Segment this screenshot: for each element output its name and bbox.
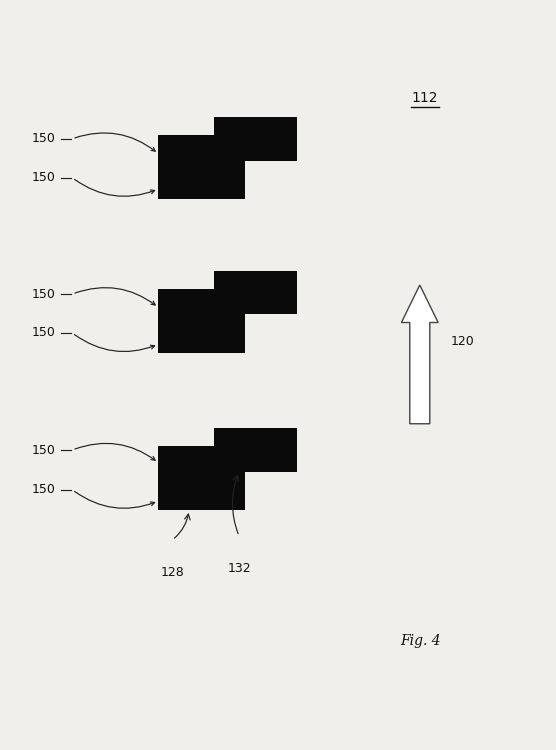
Text: 150: 150	[32, 483, 56, 496]
FancyArrowPatch shape	[75, 288, 155, 305]
Text: 120: 120	[450, 334, 474, 348]
Text: Fig. 4: Fig. 4	[400, 634, 441, 648]
FancyArrowPatch shape	[75, 443, 155, 460]
Polygon shape	[401, 285, 438, 424]
Bar	[158, 446, 245, 510]
FancyArrowPatch shape	[75, 334, 155, 352]
Text: 150: 150	[32, 171, 56, 184]
Text: 128: 128	[161, 566, 184, 579]
Bar	[158, 289, 245, 352]
FancyArrowPatch shape	[75, 179, 155, 196]
Bar	[158, 135, 245, 199]
Text: 132: 132	[227, 562, 251, 575]
FancyArrowPatch shape	[75, 133, 155, 152]
Text: 150: 150	[32, 443, 56, 457]
Bar	[214, 117, 297, 160]
Text: 112: 112	[411, 91, 438, 104]
Bar	[214, 428, 297, 472]
Bar	[214, 271, 297, 314]
Text: 150: 150	[32, 132, 56, 146]
Text: 150: 150	[32, 287, 56, 301]
Text: 150: 150	[32, 326, 56, 340]
FancyArrowPatch shape	[75, 491, 155, 508]
